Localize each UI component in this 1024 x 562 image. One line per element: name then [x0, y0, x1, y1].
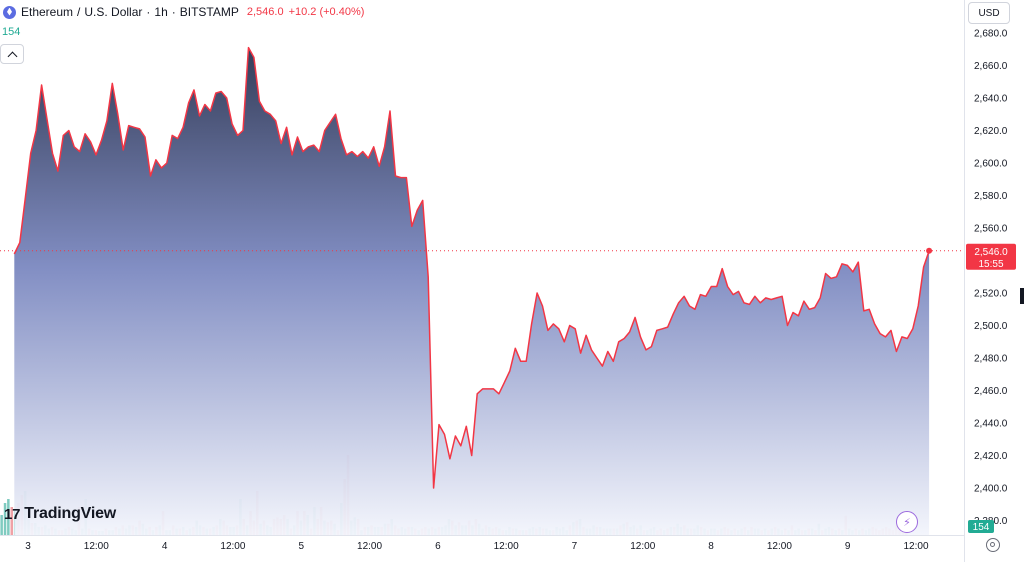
y-axis-ticks: 2,380.02,400.02,420.02,440.02,460.02,480…	[974, 29, 1008, 528]
y-tick-label: 2,520.0	[974, 289, 1008, 300]
chevron-up-icon	[7, 51, 17, 61]
volume-axis-value: 154	[973, 522, 990, 533]
x-tick-label: 12:00	[630, 541, 655, 552]
y-tick-label: 2,420.0	[974, 451, 1008, 462]
x-tick-label: 5	[298, 541, 304, 552]
symbol-name[interactable]: Ethereum	[21, 5, 74, 19]
y-tick-label: 2,560.0	[974, 224, 1008, 235]
y-tick-label: 2,460.0	[974, 386, 1008, 397]
y-tick-label: 2,660.0	[974, 61, 1008, 72]
volume-bar	[7, 499, 10, 535]
volume-indicator-value: 154	[2, 26, 21, 38]
volume-bar	[10, 507, 13, 535]
x-tick-label: 3	[25, 541, 31, 552]
x-tick-label: 12:00	[357, 541, 382, 552]
chart-header: Ethereum / U.S. Dollar · 1h · BITSTAMP 2…	[0, 0, 960, 24]
header-last-price: 2,546.0	[246, 6, 284, 18]
x-tick-label: 8	[708, 541, 714, 552]
header-price-change: +10.2 (+0.40%)	[288, 6, 365, 18]
y-tick-label: 2,620.0	[974, 126, 1008, 137]
y-tick-label: 2,580.0	[974, 191, 1008, 202]
x-tick-label: 12:00	[84, 541, 109, 552]
right-edge-handle[interactable]	[1020, 288, 1024, 304]
quote-currency: U.S. Dollar	[84, 5, 143, 19]
eth-icon[interactable]	[3, 5, 16, 19]
separator: ·	[171, 5, 176, 19]
y-tick-label: 2,680.0	[974, 29, 1008, 40]
y-tick-label: 2,400.0	[974, 484, 1008, 495]
y-tick-label: 2,640.0	[974, 94, 1008, 105]
tradingview-logo-mark: 17	[4, 505, 21, 523]
x-axis-ticks: 3 12:00 4 12:00 5 12:00 6 12:00 7 12:00 8 12:00 9 12:…	[25, 541, 929, 552]
price-line	[13, 46, 930, 489]
volume-bar	[3, 503, 7, 535]
separator: ·	[146, 5, 151, 19]
x-tick-label: 12:00	[767, 541, 792, 552]
last-price-label: 2,546.0 15:55	[966, 243, 1016, 270]
exchange: BITSTAMP	[179, 5, 239, 19]
tradingview-logo[interactable]: 17 TradingView	[4, 505, 116, 523]
x-tick-label: 7	[572, 541, 578, 552]
x-tick-label: 12:00	[494, 541, 519, 552]
volume-axis-label: 154	[968, 520, 994, 533]
separator: /	[77, 5, 81, 19]
x-tick-label: 12:00	[903, 541, 928, 552]
y-tick-label: 2,440.0	[974, 419, 1008, 430]
volume-bar	[0, 515, 3, 535]
bolt-icon[interactable]: ⚡	[896, 511, 918, 533]
x-tick-label: 12:00	[220, 541, 245, 552]
last-price-value: 2,546.0	[974, 247, 1008, 258]
x-tick-label: 9	[845, 541, 851, 552]
candle-countdown: 15:55	[978, 259, 1003, 270]
y-tick-label: 2,480.0	[974, 354, 1008, 365]
x-tick-label: 6	[435, 541, 441, 552]
y-tick-label: 2,500.0	[974, 321, 1008, 332]
x-tick-label: 4	[162, 541, 168, 552]
collapse-legend-button[interactable]	[0, 44, 24, 64]
settings-icon[interactable]	[986, 538, 1000, 552]
last-price-dot	[926, 247, 933, 254]
price-area-fill	[14, 47, 930, 535]
y-tick-label: 2,600.0	[974, 159, 1008, 170]
logo-text: TradingView	[24, 505, 117, 522]
currency-button[interactable]: USD	[968, 2, 1010, 24]
interval[interactable]: 1h	[154, 5, 168, 19]
